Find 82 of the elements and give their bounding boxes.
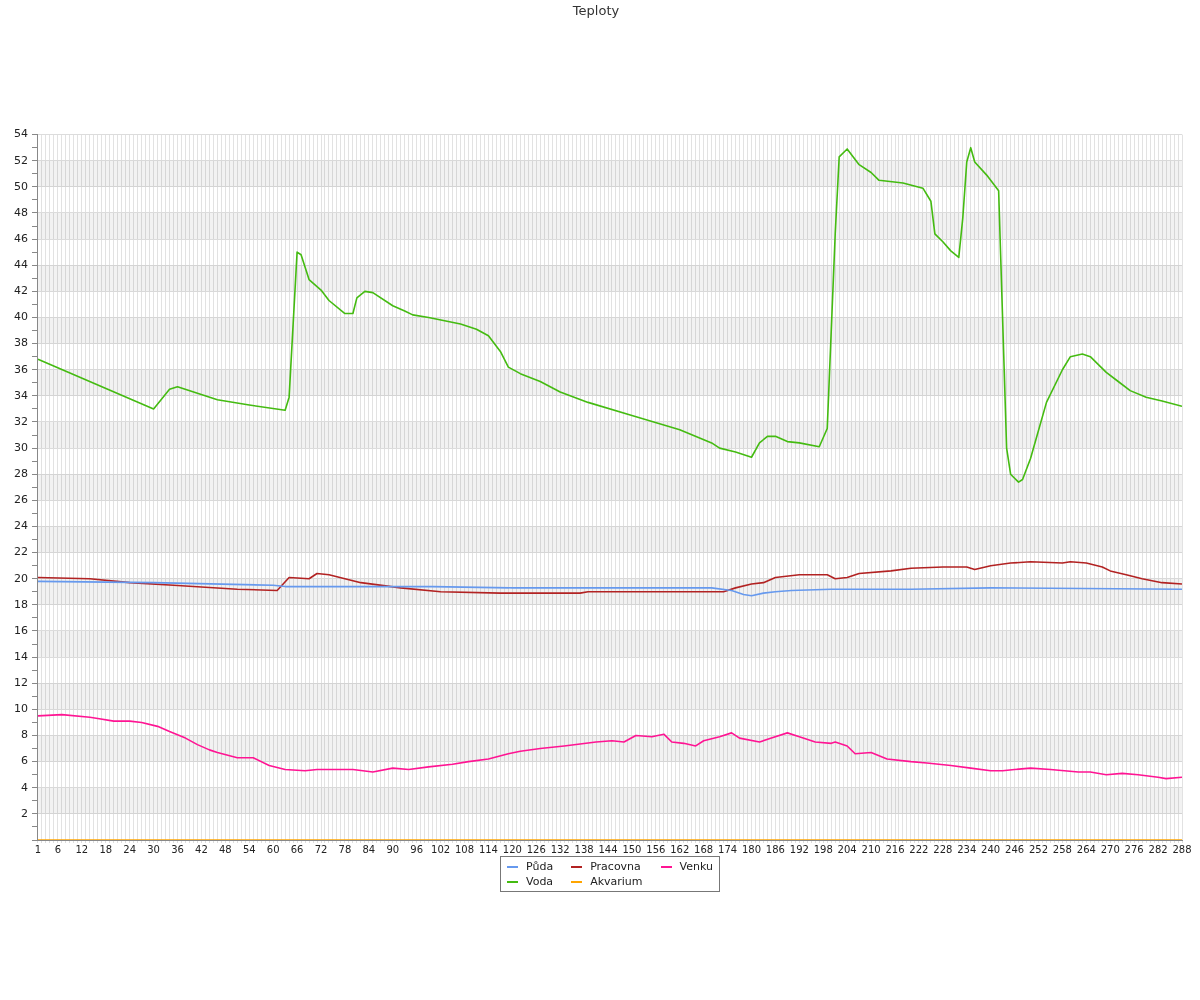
x-tick-label: 18 <box>99 844 113 856</box>
x-tick-label: 132 <box>550 844 570 856</box>
y-tick-label: 44 <box>14 258 28 272</box>
x-tick-label: 228 <box>933 844 953 856</box>
x-tick-label: 270 <box>1100 844 1120 856</box>
x-tick-label: 276 <box>1124 844 1144 856</box>
x-tick-label: 114 <box>478 844 498 856</box>
x-tick-label: 102 <box>431 844 451 856</box>
x-tick-label: 198 <box>813 844 833 856</box>
x-tick-label: 156 <box>646 844 666 856</box>
y-tick-label: 2 <box>21 806 28 820</box>
y-tick-label: 6 <box>21 754 28 768</box>
legend-label: Voda <box>525 875 554 888</box>
x-tick-label: 186 <box>765 844 785 856</box>
x-tick-label: 6 <box>54 844 62 856</box>
x-tick-label: 66 <box>290 844 304 856</box>
legend-label: Akvarium <box>590 875 643 888</box>
x-tick-label: 42 <box>195 844 208 856</box>
x-tick-label: 192 <box>789 844 809 856</box>
x-tick-label: 90 <box>386 844 400 856</box>
x-tick-label: 150 <box>622 844 642 856</box>
x-tick-label: 162 <box>670 844 690 856</box>
y-tick-label: 40 <box>14 310 28 324</box>
y-tick-label: 16 <box>14 623 28 637</box>
x-tick-label: 84 <box>362 844 376 856</box>
y-tick-label: 46 <box>14 231 28 245</box>
x-tick-label: 144 <box>598 844 618 856</box>
legend-label: Venku <box>679 860 713 873</box>
x-tick-label: 1 <box>34 844 42 856</box>
x-tick-label: 120 <box>502 844 522 856</box>
y-tick-label: 8 <box>21 728 28 742</box>
x-tick-label: 60 <box>266 844 280 856</box>
x-tick-label: 246 <box>1005 844 1025 856</box>
x-tick-label: 168 <box>694 844 714 856</box>
x-tick-label: 258 <box>1052 844 1072 856</box>
y-tick-label: 42 <box>14 284 28 298</box>
y-tick-label: 52 <box>14 153 28 167</box>
x-tick-label: 54 <box>242 844 256 856</box>
y-tick-label: 10 <box>14 702 28 716</box>
chart-title: Teploty <box>571 3 620 19</box>
y-tick-label: 32 <box>14 414 28 428</box>
x-tick-label: 78 <box>338 844 352 856</box>
x-tick-label: 252 <box>1028 844 1049 856</box>
legend-label: Pracovna <box>590 860 641 873</box>
x-tick-label: 264 <box>1076 844 1096 856</box>
x-tick-label: 216 <box>885 844 905 856</box>
x-tick-label: 12 <box>75 844 89 856</box>
x-tick-label: 126 <box>526 844 546 856</box>
x-tick-label: 210 <box>861 844 881 856</box>
y-tick-label: 28 <box>14 467 28 481</box>
x-tick-label: 96 <box>410 844 424 856</box>
y-tick-label: 38 <box>14 336 28 350</box>
y-tick-label: 4 <box>21 780 28 794</box>
y-tick-label: 24 <box>14 519 28 533</box>
x-tick-label: 48 <box>218 844 232 856</box>
y-tick-label: 50 <box>14 179 28 193</box>
x-tick-label: 24 <box>123 844 137 856</box>
x-tick-label: 234 <box>957 844 977 856</box>
x-tick-label: 180 <box>741 844 762 856</box>
x-tick-label: 288 <box>1172 844 1192 856</box>
y-tick-label: 48 <box>14 205 28 219</box>
y-tick-label: 30 <box>14 440 28 454</box>
y-tick-label: 34 <box>14 388 28 402</box>
x-tick-label: 204 <box>837 844 857 856</box>
legend-label: Půda <box>525 860 554 873</box>
y-tick-label: 14 <box>14 649 28 663</box>
y-tick-label: 22 <box>14 545 28 559</box>
x-tick-label: 108 <box>454 844 475 856</box>
x-tick-label: 222 <box>909 844 929 856</box>
y-tick-label: 12 <box>14 676 28 690</box>
x-tick-label: 174 <box>718 844 738 856</box>
y-tick-label: 20 <box>14 571 28 585</box>
x-tick-label: 36 <box>171 844 184 856</box>
x-tick-label: 30 <box>147 844 160 856</box>
y-tick-label: 54 <box>14 127 28 141</box>
x-tick-label: 138 <box>574 844 594 856</box>
y-tick-label: 18 <box>14 597 28 611</box>
x-tick-label: 282 <box>1148 844 1168 856</box>
x-tick-label: 72 <box>314 844 328 856</box>
y-tick-label: 36 <box>14 362 28 376</box>
x-tick-label: 240 <box>981 844 1001 856</box>
y-tick-label: 26 <box>14 493 28 507</box>
